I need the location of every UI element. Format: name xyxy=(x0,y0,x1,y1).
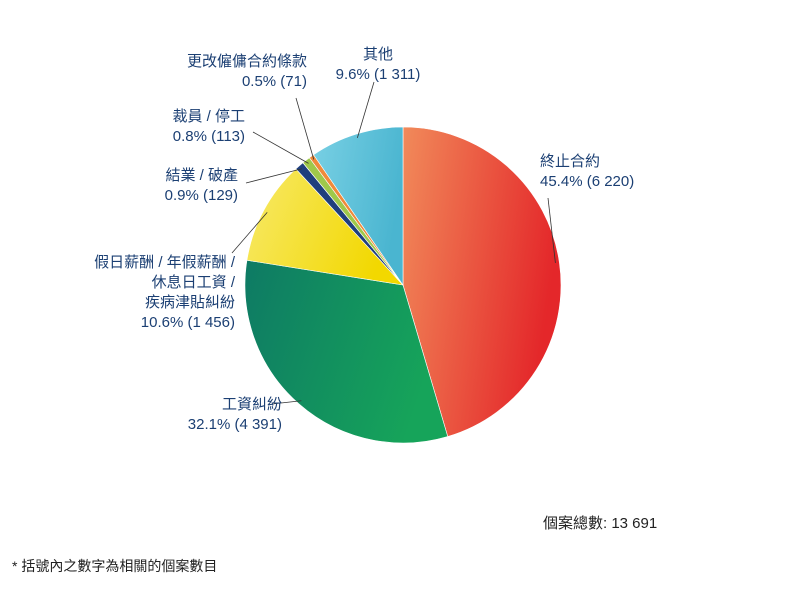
leader-line-3 xyxy=(245,168,303,184)
slice-name: 結業 / 破產 xyxy=(165,167,238,184)
label-slice-6: 其他 9.6% (1 311) xyxy=(318,45,438,85)
pie-slice-0 xyxy=(402,126,562,437)
slice-name-line2: 休息日工資 / xyxy=(151,274,235,291)
leader-line-1 xyxy=(271,400,302,405)
leader-line-6 xyxy=(356,81,375,139)
label-slice-3: 結業 / 破產 0.9% (129) xyxy=(165,166,238,206)
slice-percent: 9.6% (1 311) xyxy=(335,66,421,83)
slice-percent: 0.5% (71) xyxy=(241,73,307,90)
label-slice-0: 終止合約 45.4% (6 220) xyxy=(540,152,634,192)
slice-name: 假日薪酬 / 年假薪酬 / xyxy=(94,254,235,271)
slice-percent: 0.8% (113) xyxy=(172,128,245,145)
slice-name: 工資糾紛 xyxy=(221,396,282,413)
slice-name-line3: 疾病津貼糾紛 xyxy=(144,294,235,311)
slice-percent: 10.6% (1 456) xyxy=(140,314,235,331)
leader-lines xyxy=(231,81,556,405)
slice-percent: 0.9% (129) xyxy=(164,187,238,204)
leader-line-0 xyxy=(547,197,556,264)
pie-slice-6 xyxy=(313,126,404,286)
label-slice-5: 更改僱傭合約條款 0.5% (71) xyxy=(187,52,307,92)
leader-line-4 xyxy=(252,131,309,164)
leader-line-2 xyxy=(231,212,268,254)
label-slice-2: 假日薪酬 / 年假薪酬 / 休息日工資 / 疾病津貼糾紛 10.6% (1 45… xyxy=(94,253,235,333)
slice-name: 裁員 / 停工 xyxy=(172,108,245,125)
label-slice-1: 工資糾紛 32.1% (4 391) xyxy=(188,395,282,435)
pie-slice-1 xyxy=(244,259,449,444)
pie-slices xyxy=(244,126,562,444)
slice-name: 終止合約 xyxy=(540,153,601,170)
leader-line-5 xyxy=(295,97,315,160)
pie-slice-2 xyxy=(246,168,404,286)
slice-name: 其他 xyxy=(362,46,393,63)
slice-percent: 45.4% (6 220) xyxy=(540,173,635,190)
footnote: * 括號內之數字為相關的個案數目 xyxy=(12,558,218,574)
total-cases: 個案總數: 13 691 xyxy=(543,515,658,532)
slice-percent: 32.1% (4 391) xyxy=(187,416,282,433)
label-slice-4: 裁員 / 停工 0.8% (113) xyxy=(172,107,245,147)
slice-name: 更改僱傭合約條款 xyxy=(186,53,307,70)
